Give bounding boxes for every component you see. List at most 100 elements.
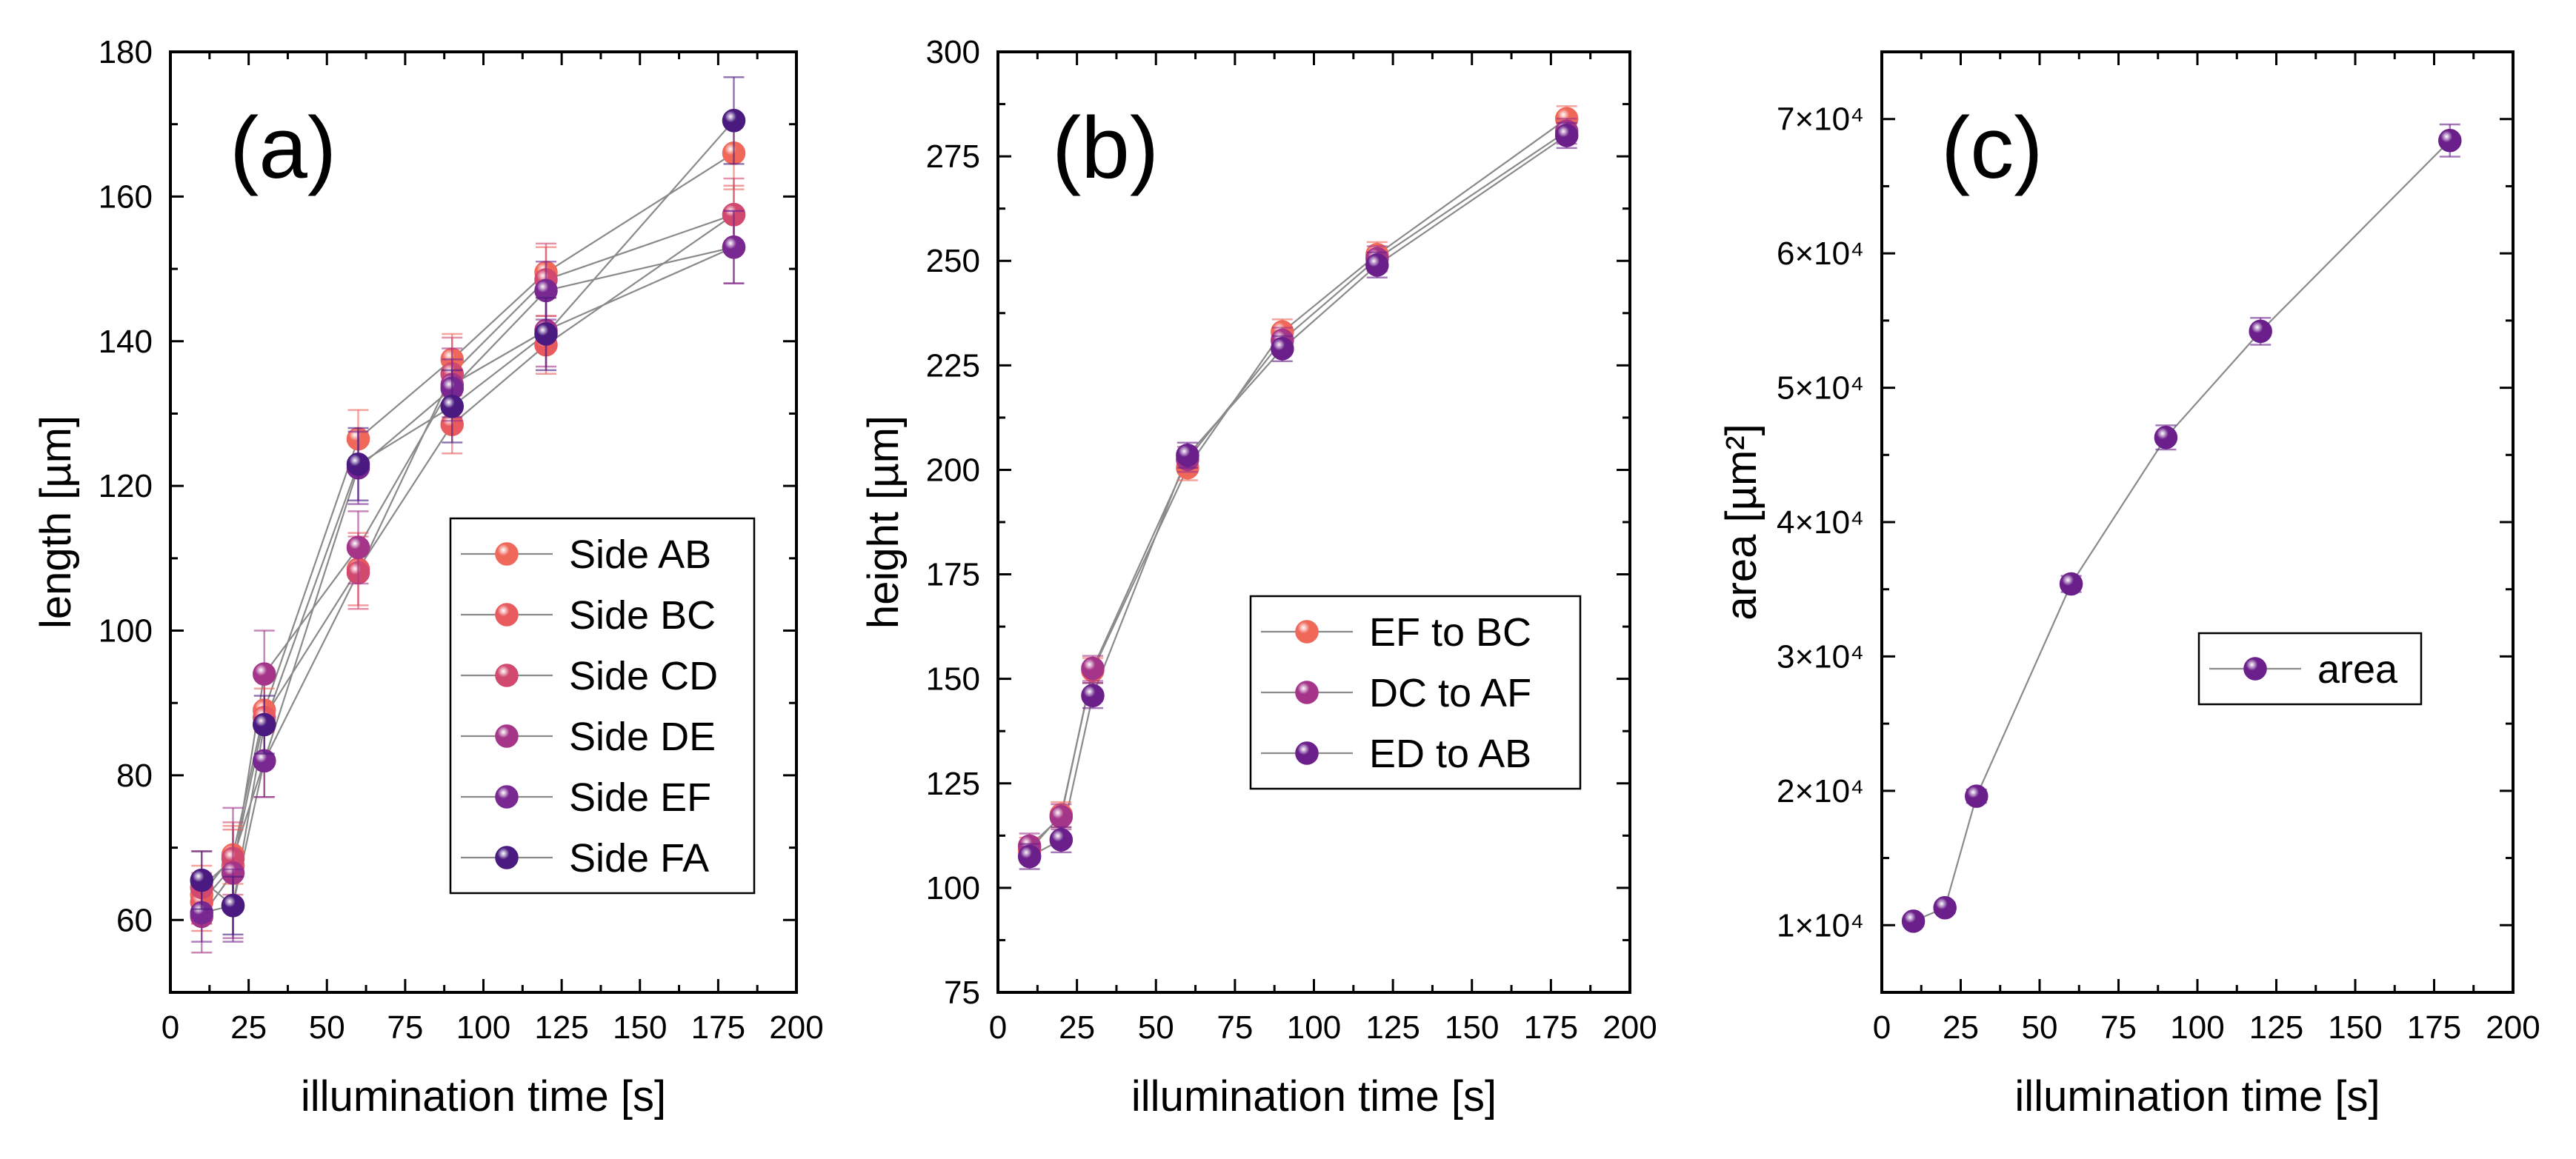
y-axis-title: area [µm²] (1717, 424, 1765, 620)
y-tick-label: 1×10⁴ (1777, 907, 1864, 943)
y-tick-label: 100 (926, 870, 980, 906)
legend-marker (1295, 741, 1319, 765)
x-tick-label: 0 (989, 1009, 1007, 1046)
x-tick-label: 50 (1138, 1009, 1174, 1046)
legend-marker (2243, 657, 2267, 681)
legend-label: ED to AB (1369, 732, 1531, 776)
y-tick-label: 80 (116, 758, 153, 794)
x-tick-label: 100 (456, 1009, 510, 1046)
data-point (253, 712, 276, 737)
data-point (534, 322, 558, 346)
legend-marker (495, 724, 519, 748)
x-tick-label: 125 (1365, 1009, 1420, 1046)
data-point (2249, 319, 2272, 344)
legend-box (449, 517, 756, 895)
data-point (1554, 124, 1579, 147)
x-axis-title: illumination time [s] (2014, 1072, 2380, 1120)
panel-3: 0 25 50 75 100 125 150 175 200 1×10⁴ 2×10⁴ 3×10⁴ 4×1… (1717, 50, 2540, 1120)
x-tick-label: 0 (162, 1009, 179, 1046)
legend-label: Side CD (569, 654, 718, 698)
legend-marker (1295, 681, 1319, 704)
data-point (1081, 684, 1105, 707)
series-line (1913, 139, 2451, 922)
x-tick-label: 150 (613, 1009, 667, 1046)
x-tick-label: 100 (1287, 1009, 1341, 1046)
x-tick-label: 75 (2100, 1009, 2137, 1046)
y-axis-title: height [µm] (859, 415, 908, 629)
x-tick-label: 125 (2249, 1009, 2303, 1046)
legend-marker (1295, 620, 1319, 644)
legend-label: Side DE (569, 715, 716, 759)
data-point (722, 236, 746, 259)
y-tick-label: 225 (926, 347, 980, 384)
data-point (1933, 895, 1957, 920)
legend-label: EF to BC (1369, 610, 1531, 655)
data-point (1017, 844, 1042, 869)
panel-label: (a) (230, 99, 336, 197)
panel-2: 0 25 50 75 100 125 150 175 200 75 100 125 150 175 200 2… (859, 34, 1657, 1120)
legend-label: Side AB (569, 532, 711, 577)
data-point (1049, 828, 1074, 852)
data-point (1176, 443, 1199, 467)
y-tick-label: 75 (944, 975, 980, 1011)
y-tick-label: 60 (116, 902, 153, 938)
data-point (2154, 425, 2178, 450)
x-tick-label: 125 (534, 1009, 588, 1046)
x-tick-label: 0 (1873, 1009, 1891, 1046)
legend-marker (495, 664, 519, 687)
panel-label: (c) (1941, 99, 2043, 197)
x-tick-label: 75 (1217, 1009, 1253, 1046)
y-tick-label: 5×10⁴ (1777, 370, 1864, 407)
x-tick-label: 200 (1602, 1009, 1657, 1046)
legend-label: Side EF (569, 775, 711, 820)
data-point (1271, 337, 1294, 361)
x-tick-label: 175 (1524, 1009, 1578, 1046)
x-tick-label: 50 (2022, 1009, 2058, 1046)
y-tick-label: 4×10⁴ (1777, 504, 1864, 541)
x-tick-label: 75 (387, 1009, 423, 1046)
y-tick-label: 175 (926, 557, 980, 593)
y-tick-label: 150 (926, 661, 980, 698)
data-point (1901, 909, 1926, 933)
x-tick-label: 200 (769, 1009, 823, 1046)
panel-1: 0 25 50 75 100 125 150 175 200 60 80 100 120 140 160 18… (32, 34, 824, 1120)
x-tick-label: 25 (1059, 1009, 1095, 1046)
panel-label: (b) (1052, 99, 1159, 197)
x-tick-label: 150 (2328, 1009, 2382, 1046)
data-point (2059, 572, 2083, 596)
data-point (190, 868, 213, 892)
y-tick-label: 200 (926, 452, 980, 488)
data-point (440, 394, 464, 418)
y-tick-label: 180 (99, 34, 153, 70)
data-point (1081, 656, 1105, 681)
y-tick-label: 120 (99, 468, 153, 504)
legend-marker (495, 785, 519, 809)
x-tick-label: 50 (309, 1009, 345, 1046)
y-tick-label: 250 (926, 243, 980, 279)
y-tick-label: 100 (99, 613, 153, 649)
y-tick-label: 3×10⁴ (1777, 638, 1864, 675)
legend-marker (495, 542, 519, 566)
data-point (1365, 253, 1389, 277)
legend-marker (495, 846, 519, 869)
data-point (346, 535, 370, 559)
y-tick-label: 275 (926, 138, 980, 175)
legend-label: Side FA (569, 836, 709, 881)
x-tick-label: 25 (1943, 1009, 1979, 1046)
data-point (346, 452, 370, 476)
x-tick-label: 200 (2486, 1009, 2540, 1046)
legend-label: area (2317, 647, 2398, 692)
x-axis-title: illumination time [s] (1131, 1072, 1497, 1120)
x-axis-title: illumination time [s] (301, 1072, 666, 1120)
x-tick-label: 175 (691, 1009, 745, 1046)
y-tick-label: 300 (926, 34, 980, 70)
legend-label: DC to AF (1369, 671, 1531, 715)
data-point (221, 894, 245, 918)
data-point (1965, 784, 1988, 808)
data-point (1049, 805, 1074, 829)
y-tick-label: 140 (99, 324, 153, 360)
x-tick-label: 25 (230, 1009, 267, 1046)
y-tick-label: 6×10⁴ (1777, 236, 1864, 272)
y-tick-label: 160 (99, 178, 153, 215)
